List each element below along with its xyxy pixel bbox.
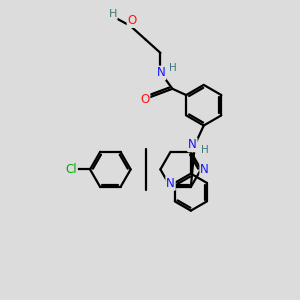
- Text: N: N: [200, 163, 209, 176]
- Text: N: N: [166, 177, 175, 190]
- Text: N: N: [188, 138, 197, 152]
- Text: H: H: [169, 63, 177, 73]
- Text: H: H: [109, 9, 117, 19]
- Text: Cl: Cl: [65, 163, 77, 176]
- Text: N: N: [157, 67, 165, 80]
- Text: H: H: [201, 145, 209, 155]
- Text: O: O: [140, 93, 149, 106]
- Text: O: O: [128, 14, 137, 27]
